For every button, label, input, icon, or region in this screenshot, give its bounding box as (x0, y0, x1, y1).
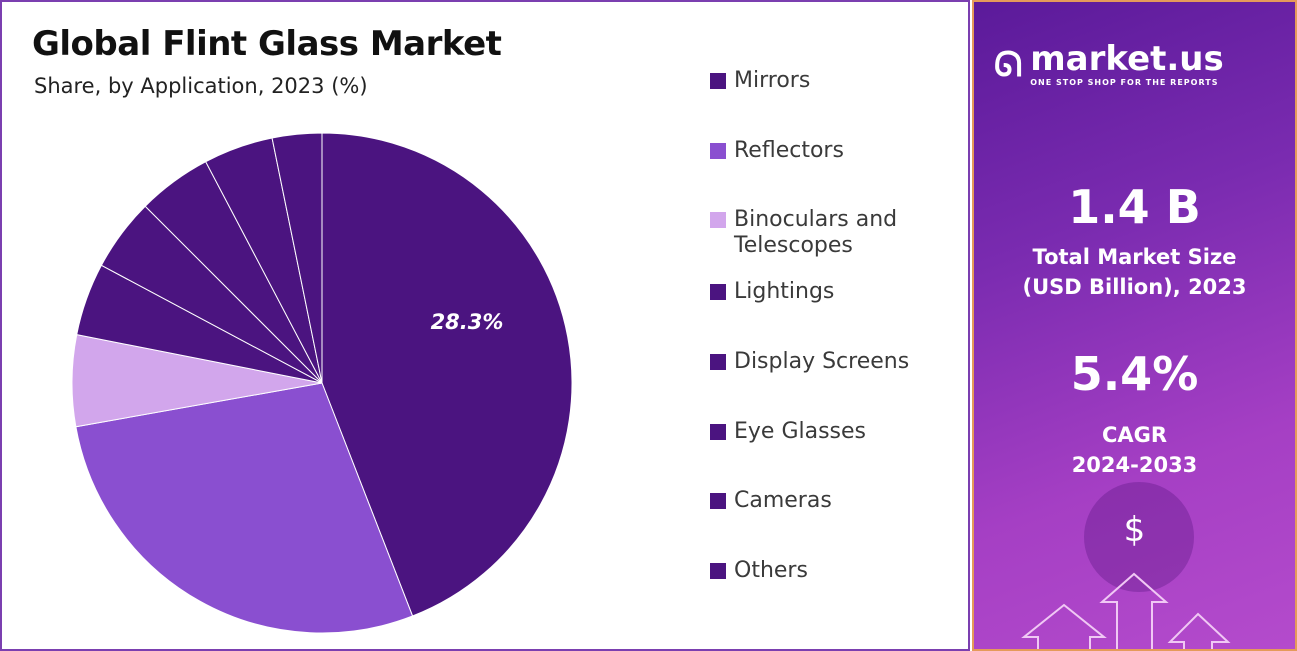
legend-label: Reflectors (734, 138, 844, 163)
legend-item: Cameras (710, 488, 959, 514)
brand-name: market.us (1030, 39, 1224, 79)
summary-panel: ᘏ market.us ONE STOP SHOP FOR THE REPORT… (972, 0, 1297, 651)
dollar-icon: $ (1123, 510, 1146, 550)
market-size-label-line2: (USD Billion), 2023 (1022, 275, 1247, 299)
legend-swatch (710, 143, 726, 159)
legend-swatch (710, 493, 726, 509)
pie-slice-reflectors (75, 382, 414, 634)
legend-label: Binoculars and Telescopes (734, 207, 898, 258)
legend-label: Others (734, 558, 808, 583)
chart-subtitle: Share, by Application, 2023 (%) (34, 74, 368, 98)
legend-label: Lightings (734, 279, 835, 304)
legend-label: Display Screens (734, 349, 910, 374)
legend-label: Cameras (734, 488, 832, 513)
legend-item: Others (710, 558, 959, 584)
data-label-mirrors: 28.3% (431, 310, 504, 334)
legend-label: Mirrors (734, 68, 811, 93)
legend-item: Reflectors (710, 138, 959, 164)
legend-item: Display Screens (710, 349, 959, 375)
cagr-label: CAGR 2024-2033 (974, 420, 1295, 480)
cagr-value: 5.4% (1070, 347, 1199, 401)
coin-decoration (1084, 482, 1194, 592)
legend-swatch (710, 73, 726, 89)
legend-swatch (710, 424, 726, 440)
pie-slice-mirrors (321, 132, 573, 617)
pie-slice-others (271, 132, 323, 384)
pie-chart: 28.3% (71, 132, 573, 634)
legend-item: Eye Glasses (710, 419, 959, 445)
growth-arrows-icon (1021, 572, 1231, 649)
legend-swatch (710, 284, 726, 300)
legend-item: Binoculars and Telescopes (710, 207, 959, 259)
legend-swatch (710, 212, 726, 228)
market-size-label: Total Market Size (USD Billion), 2023 (974, 242, 1295, 302)
legend-item: Lightings (710, 279, 959, 305)
legend-item: Mirrors (710, 68, 959, 94)
market-size-value: 1.4 B (1068, 180, 1201, 234)
logo-icon: ᘏ (994, 44, 1023, 85)
market-size-label-line1: Total Market Size (1032, 245, 1237, 269)
chart-panel: Global Flint Glass Market Share, by Appl… (0, 0, 970, 651)
brand-tagline: ONE STOP SHOP FOR THE REPORTS (1030, 78, 1219, 87)
legend-swatch (710, 563, 726, 579)
chart-title: Global Flint Glass Market (32, 24, 502, 64)
legend-label: Eye Glasses (734, 419, 867, 444)
cagr-label-line2: 2024-2033 (1071, 453, 1198, 477)
logo: ᘏ market.us ONE STOP SHOP FOR THE REPORT… (994, 42, 1224, 87)
cagr-label-line1: CAGR (1101, 423, 1168, 447)
legend-swatch (710, 354, 726, 370)
